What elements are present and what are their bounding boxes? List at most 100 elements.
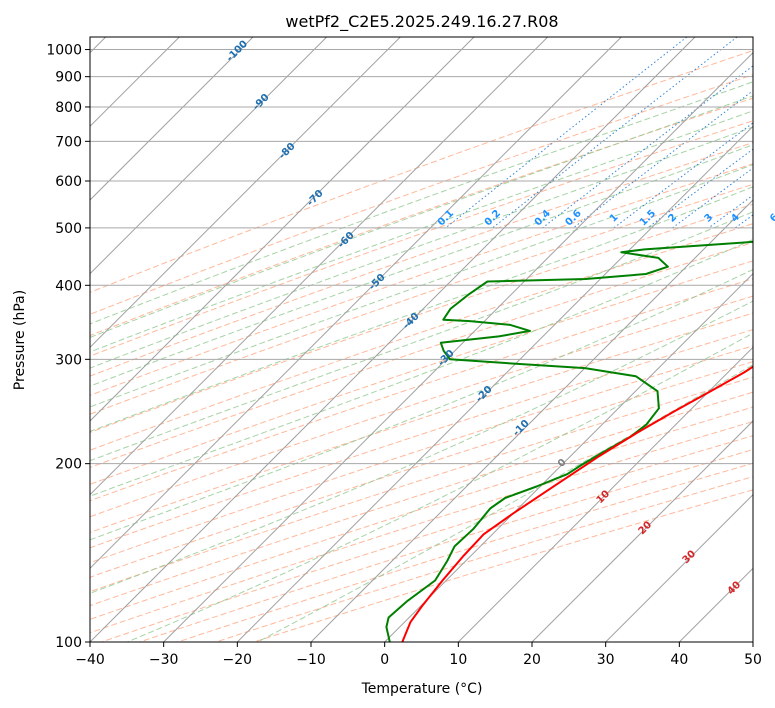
isotherm-label: -60 bbox=[336, 230, 357, 251]
x-tick-label: 0 bbox=[380, 652, 389, 668]
moist-adiabat bbox=[90, 300, 753, 594]
isotherm bbox=[605, 493, 753, 642]
mixing-ratio-label: 3 bbox=[703, 212, 716, 225]
dry-adiabat bbox=[101, 435, 753, 642]
x-tick-label: 50 bbox=[744, 652, 762, 668]
mixing-ratio-label: 2 bbox=[666, 212, 679, 225]
y-tick-label: 800 bbox=[55, 100, 82, 116]
moist-adiabat-label: 40 bbox=[726, 580, 744, 598]
dry-adiabat bbox=[90, 295, 753, 518]
moist-adiabat-label: 30 bbox=[681, 549, 699, 567]
x-axis: −40 −30 −20 −10 0 10 20 30 40 50 bbox=[75, 642, 762, 668]
mixing-ratio-label: 1 bbox=[608, 212, 621, 225]
y-tick-label: 100 bbox=[55, 635, 82, 651]
isotherm bbox=[384, 272, 753, 642]
y-tick-label: 900 bbox=[55, 70, 82, 86]
isotherm bbox=[752, 641, 753, 642]
moist-adiabat bbox=[90, 144, 753, 387]
x-tick-label: 10 bbox=[449, 652, 467, 668]
mixing-ratio-line bbox=[613, 122, 753, 229]
line-labels: -100-90-80-70-60-50-40-30-20-10010203040… bbox=[225, 39, 775, 598]
isotherm bbox=[90, 37, 475, 422]
isotherm bbox=[90, 37, 401, 349]
moist-adiabat bbox=[257, 364, 753, 642]
mixing-ratio-label: 4 bbox=[729, 212, 742, 225]
dry-adiabat bbox=[90, 142, 753, 377]
isotherm bbox=[90, 37, 549, 496]
dry-adiabat bbox=[90, 183, 753, 415]
isotherm-label: 0 bbox=[556, 457, 569, 470]
y-axis-label: Pressure (hPa) bbox=[12, 290, 28, 390]
mixing-ratio-line bbox=[492, 37, 738, 229]
mixing-ratio-label: 6 bbox=[768, 212, 775, 225]
y-tick-label: 700 bbox=[55, 134, 82, 150]
x-axis-label: Temperature (°C) bbox=[361, 681, 483, 697]
moist-adiabat bbox=[90, 95, 753, 338]
moist-adiabat bbox=[90, 268, 753, 541]
isotherm-label: -10 bbox=[511, 418, 532, 439]
isotherm bbox=[310, 199, 753, 642]
isotherm-label: -100 bbox=[225, 39, 251, 65]
isotherm bbox=[90, 37, 328, 275]
isotherm-label: -70 bbox=[305, 188, 326, 209]
temperature-line bbox=[401, 365, 753, 642]
mixing-ratio-label: 0.1 bbox=[436, 208, 456, 228]
x-tick-label: 40 bbox=[670, 652, 688, 668]
pressure-gridlines bbox=[90, 49, 753, 642]
dry-adiabat bbox=[90, 74, 753, 315]
dry-adiabat bbox=[90, 329, 753, 549]
isotherm bbox=[236, 125, 753, 642]
dry-adiabat bbox=[90, 50, 753, 293]
background-lines bbox=[90, 37, 753, 642]
dry-adiabat bbox=[90, 391, 753, 607]
dry-adiabat bbox=[90, 376, 753, 593]
isotherm bbox=[90, 37, 622, 570]
mixing-ratio-line bbox=[542, 65, 753, 229]
dry-adiabat bbox=[90, 241, 753, 469]
y-tick-label: 400 bbox=[55, 278, 82, 294]
y-tick-label: 500 bbox=[55, 221, 82, 237]
x-tick-label: 30 bbox=[597, 652, 615, 668]
moist-adiabat bbox=[90, 238, 753, 497]
dry-adiabat bbox=[90, 345, 753, 564]
dry-adiabat bbox=[90, 223, 753, 451]
isotherm bbox=[678, 567, 753, 642]
moist-adiabat bbox=[90, 211, 753, 462]
y-tick-label: 200 bbox=[55, 457, 82, 473]
moist-adiabat bbox=[90, 164, 753, 408]
moist-adiabat bbox=[90, 186, 753, 432]
dry-adiabat bbox=[254, 489, 753, 642]
y-axis: 1000 900 800 700 600 500 400 300 200 100 bbox=[46, 43, 90, 651]
y-tick-label: 300 bbox=[55, 352, 82, 368]
mixing-ratio-label: 1.5 bbox=[638, 208, 658, 228]
mixing-ratio-line bbox=[708, 194, 753, 229]
dry-adiabat bbox=[90, 278, 753, 502]
dry-adiabat bbox=[90, 312, 753, 533]
isotherm bbox=[90, 37, 696, 642]
isotherm bbox=[531, 420, 753, 642]
sounding-profiles bbox=[385, 240, 753, 642]
dry-adiabat bbox=[90, 420, 753, 634]
moist-adiabat bbox=[90, 81, 753, 325]
y-tick-label: 600 bbox=[55, 174, 82, 190]
dry-adiabat bbox=[90, 163, 753, 396]
isotherm-label: -30 bbox=[436, 348, 457, 369]
moist-adiabat bbox=[90, 126, 753, 369]
isotherm bbox=[90, 37, 254, 201]
dry-adiabat bbox=[90, 203, 753, 433]
isotherm bbox=[457, 346, 753, 642]
moist-adiabat bbox=[90, 110, 753, 353]
x-tick-label: −10 bbox=[296, 652, 326, 668]
mixing-ratio-label: 0.4 bbox=[533, 208, 553, 228]
dewpoint-line bbox=[385, 240, 753, 642]
dry-adiabat bbox=[177, 462, 753, 642]
isotherm-label: -50 bbox=[367, 272, 388, 293]
x-tick-label: −40 bbox=[75, 652, 105, 668]
plot-frame bbox=[89, 36, 754, 643]
x-tick-label: 20 bbox=[523, 652, 541, 668]
dry-adiabat bbox=[90, 361, 753, 578]
dry-adiabat bbox=[90, 260, 753, 485]
x-tick-label: −20 bbox=[223, 652, 253, 668]
dry-adiabat bbox=[90, 120, 753, 357]
